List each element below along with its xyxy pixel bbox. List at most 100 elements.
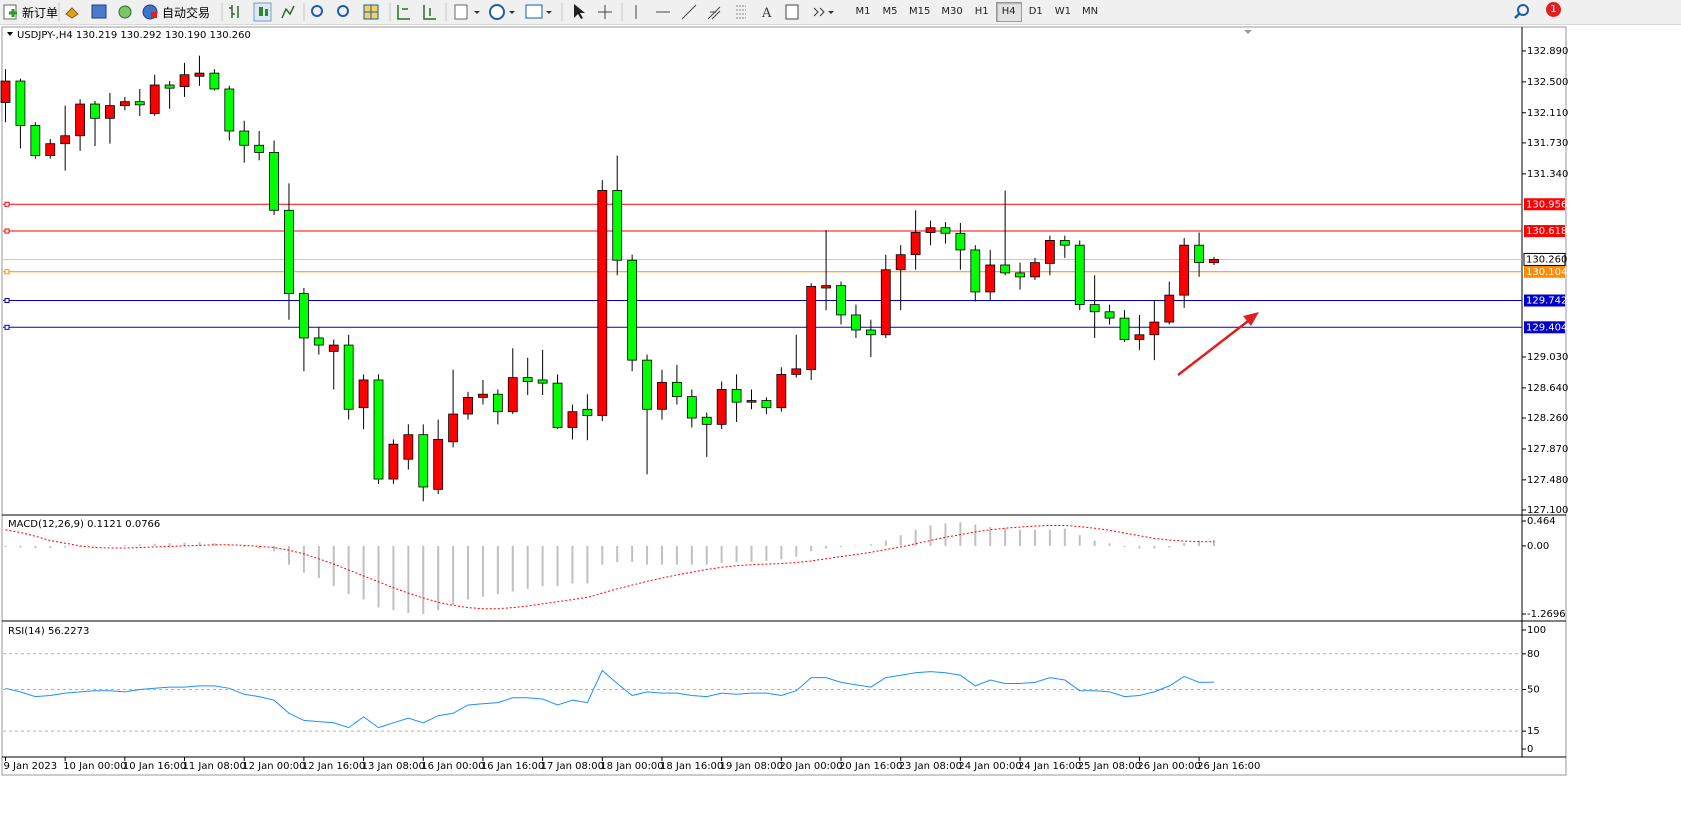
x-tick-label: 13 Jan 08:00 xyxy=(362,761,425,772)
x-tick-label: 26 Jan 00:00 xyxy=(1137,761,1200,772)
macd-bar xyxy=(989,527,992,546)
timeframe-button[interactable]: M5 xyxy=(882,6,898,17)
dropdown[interactable] xyxy=(509,11,515,14)
icon-fibo[interactable] xyxy=(736,5,746,19)
candle-body xyxy=(164,84,175,89)
x-tick-label: 11 Jan 08:00 xyxy=(183,761,246,772)
candle-body xyxy=(1134,334,1145,340)
macd-bar xyxy=(601,545,604,565)
notification-badge[interactable]: 1 xyxy=(1546,2,1561,17)
y-tick-label: 128.260 xyxy=(1527,413,1568,424)
timeframe-button[interactable]: M15 xyxy=(909,6,931,17)
icon-market[interactable] xyxy=(65,7,79,19)
timeframe-button[interactable]: D1 xyxy=(1028,6,1043,17)
macd-bar xyxy=(511,545,514,592)
macd-bar xyxy=(780,545,783,560)
x-tick-label: 10 Jan 00:00 xyxy=(63,761,126,772)
candle-body xyxy=(955,232,966,251)
candle-body xyxy=(224,88,235,132)
timeframe-button[interactable]: MN xyxy=(1081,6,1099,17)
timeframe-button[interactable]: H4 xyxy=(995,2,1022,22)
x-tick-label: 19 Jan 08:00 xyxy=(720,761,783,772)
level-label: 130.618 xyxy=(1526,226,1567,237)
timeframe-button[interactable]: W1 xyxy=(1054,6,1071,17)
search-lens xyxy=(1517,4,1529,16)
macd-bar xyxy=(914,529,917,546)
candle-body xyxy=(90,103,100,119)
candle-body xyxy=(254,144,265,153)
icon-zoom-in[interactable] xyxy=(311,5,323,17)
candle-body xyxy=(45,143,56,156)
candle-body xyxy=(761,400,772,409)
icon-tile[interactable] xyxy=(363,4,379,20)
icon-cursor[interactable] xyxy=(574,4,585,19)
candle-body xyxy=(418,434,429,488)
macd-bar xyxy=(631,545,634,562)
x-tick-label: 24 Jan 16:00 xyxy=(1018,761,1081,772)
candle-body xyxy=(239,130,250,146)
macd-bar xyxy=(1048,529,1051,546)
candle-body xyxy=(179,74,190,87)
macd-bar xyxy=(646,545,649,565)
new-order-button[interactable]: 新订单 xyxy=(22,6,59,20)
macd-bar xyxy=(467,545,470,600)
y-tick-label: 128.640 xyxy=(1527,383,1568,394)
icon-label[interactable] xyxy=(785,4,799,20)
timeframe-button[interactable]: M1 xyxy=(855,6,871,17)
macd-signal-line xyxy=(5,525,1215,610)
candle-body xyxy=(269,152,279,211)
macd-bar xyxy=(168,543,171,546)
dropdown[interactable] xyxy=(828,11,834,14)
icon-templates[interactable] xyxy=(525,4,543,19)
icon-crosshair[interactable] xyxy=(598,5,612,19)
icon-line-chart[interactable] xyxy=(281,5,295,19)
timeframe-button[interactable]: M30 xyxy=(941,6,963,17)
icon-text[interactable]: A xyxy=(761,6,772,21)
level-handle xyxy=(4,201,10,207)
macd-bar xyxy=(825,545,828,549)
candle-body xyxy=(597,190,608,417)
dropdown[interactable] xyxy=(546,11,552,14)
candle-body xyxy=(194,72,205,77)
timeframe-button[interactable]: H1 xyxy=(974,6,989,17)
icon-candles xyxy=(259,7,268,16)
dropdown[interactable] xyxy=(474,11,480,14)
icon-chart-shift[interactable] xyxy=(423,5,436,20)
icon-bar-chart[interactable] xyxy=(229,5,239,18)
macd-bar xyxy=(392,545,395,611)
level-label-box xyxy=(1524,321,1565,334)
icon-data[interactable] xyxy=(91,4,107,19)
icon-autoscroll[interactable] xyxy=(397,5,410,20)
macd-bar xyxy=(496,545,499,595)
macd-bar xyxy=(765,545,768,561)
candle-body xyxy=(0,80,11,103)
search-icon[interactable] xyxy=(1514,2,1534,22)
icon-zoom-out[interactable] xyxy=(337,5,349,17)
macd-bar xyxy=(840,545,843,547)
candle-body xyxy=(448,413,459,443)
icon-indicators[interactable] xyxy=(454,4,468,20)
icon-signal[interactable] xyxy=(118,5,132,19)
macd-bar xyxy=(899,535,902,546)
level-label-box xyxy=(1524,294,1565,307)
candle-body xyxy=(119,101,130,107)
y-tick-label: 132.110 xyxy=(1527,108,1568,119)
candle-body xyxy=(672,381,682,398)
candle-body xyxy=(433,439,444,490)
icon-periods[interactable] xyxy=(489,4,505,20)
auto-trading-button[interactable]: 自动交易 xyxy=(162,6,211,20)
macd-bar xyxy=(437,545,440,611)
candle-body xyxy=(612,190,623,261)
y-tick-label: 0 xyxy=(1527,744,1533,755)
x-tick-label: 18 Jan 16:00 xyxy=(660,761,723,772)
icon-arrows[interactable] xyxy=(813,7,825,17)
macd-title: MACD(12,26,9) 0.1121 0.0766 xyxy=(8,519,160,530)
candle-body xyxy=(507,377,518,413)
icon-channel[interactable] xyxy=(707,6,721,20)
icon-trendline[interactable] xyxy=(681,4,697,20)
level-handle xyxy=(4,324,10,330)
macd-bar xyxy=(571,545,574,584)
macd-bar xyxy=(795,545,798,557)
macd-bar xyxy=(79,545,82,547)
